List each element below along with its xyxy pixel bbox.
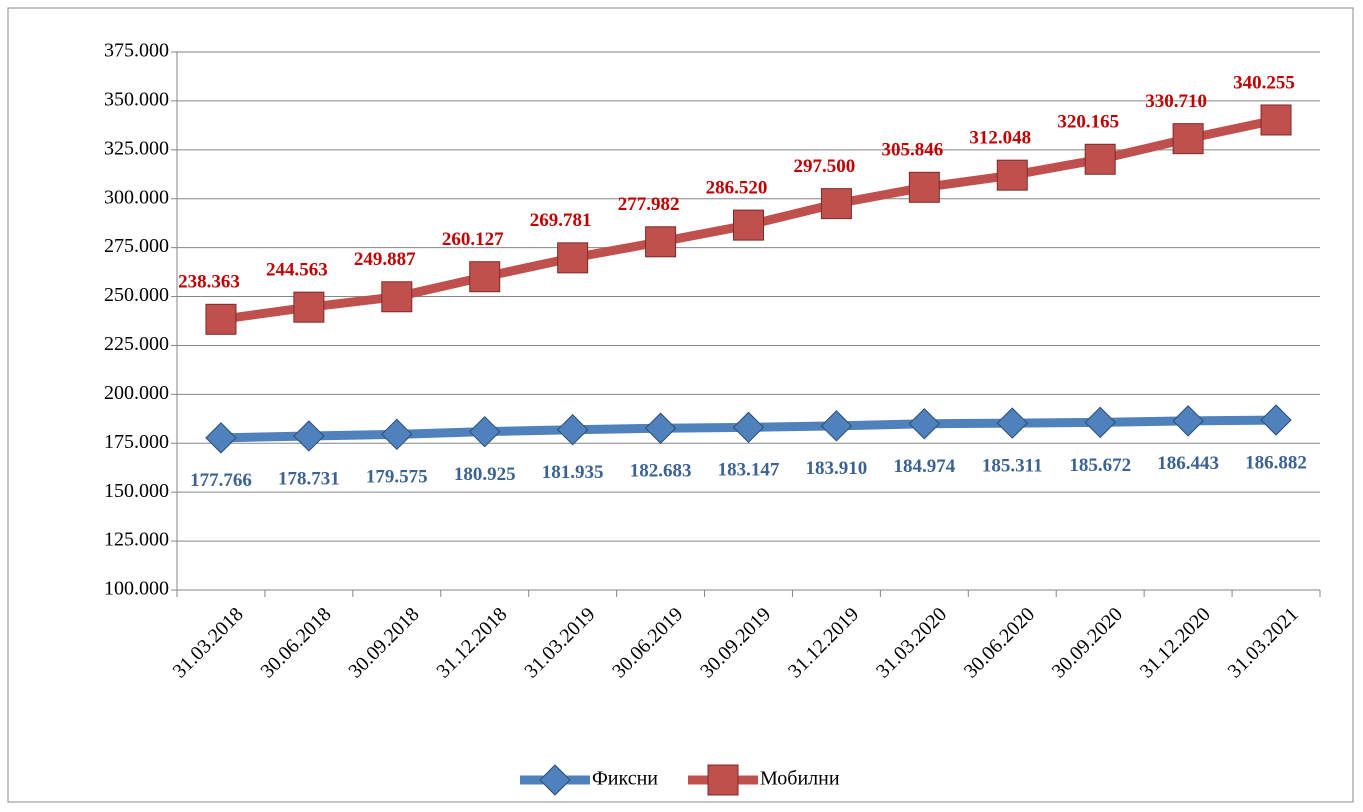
point-marker — [557, 242, 589, 274]
point-marker — [908, 171, 940, 203]
data-label: 185.311 — [982, 455, 1043, 476]
y-tick-label: 150.000 — [104, 480, 169, 502]
legend-label: Мобилни — [760, 768, 840, 790]
point-marker — [908, 408, 941, 440]
data-label: 340.255 — [1233, 72, 1295, 93]
point-marker — [1084, 143, 1116, 175]
point-marker — [996, 159, 1028, 191]
data-label: 312.048 — [969, 128, 1031, 149]
point-marker — [1260, 104, 1292, 136]
data-label: 179.575 — [366, 467, 428, 488]
data-label: 305.846 — [881, 140, 943, 161]
data-label: 182.683 — [630, 461, 692, 482]
y-tick-label: 325.000 — [104, 137, 169, 159]
data-label: 177.766 — [190, 470, 252, 491]
data-label: 277.982 — [618, 194, 680, 215]
data-label: 260.127 — [442, 229, 504, 250]
point-marker — [820, 188, 852, 220]
point-marker — [732, 411, 765, 444]
data-label: 180.925 — [454, 464, 516, 485]
point-marker — [381, 281, 413, 313]
point-marker — [556, 413, 589, 446]
chart-border — [7, 7, 1354, 803]
y-tick-label: 375.000 — [104, 40, 169, 62]
point-marker — [469, 261, 501, 293]
point-marker — [1172, 123, 1204, 155]
data-label: 238.363 — [178, 272, 240, 293]
data-label: 178.731 — [278, 468, 340, 489]
data-label: 244.563 — [266, 260, 328, 281]
point-marker — [205, 303, 237, 335]
point-marker — [820, 410, 853, 442]
point-marker — [205, 422, 237, 454]
point-marker — [293, 420, 325, 452]
data-label: 297.500 — [794, 156, 856, 177]
point-marker — [293, 291, 325, 323]
legend-marker — [707, 764, 739, 796]
data-label: 330.710 — [1145, 91, 1207, 112]
data-label: 249.887 — [354, 249, 416, 270]
data-label: 186.882 — [1245, 452, 1307, 473]
legend-marker — [539, 764, 571, 796]
data-label: 184.974 — [893, 456, 955, 477]
legend-label: Фиксни — [592, 768, 658, 790]
data-label: 183.147 — [718, 460, 780, 481]
point-marker — [469, 415, 501, 448]
data-label: 185.672 — [1069, 455, 1131, 476]
point-marker — [996, 407, 1028, 439]
y-tick-label: 175.000 — [104, 431, 169, 453]
y-tick-label: 250.000 — [104, 284, 169, 306]
point-marker — [1260, 404, 1292, 436]
y-tick-label: 225.000 — [104, 333, 169, 355]
point-marker — [381, 418, 413, 451]
y-tick-label: 275.000 — [104, 235, 169, 257]
data-label: 286.520 — [706, 177, 768, 198]
y-tick-label: 350.000 — [104, 89, 169, 111]
y-tick-label: 200.000 — [104, 382, 169, 404]
point-marker — [1084, 406, 1116, 439]
data-label: 181.935 — [542, 462, 604, 483]
point-marker — [645, 226, 677, 258]
point-marker — [1172, 405, 1204, 437]
data-label: 186.443 — [1157, 453, 1219, 474]
data-label: 320.165 — [1057, 112, 1119, 133]
data-label: 269.781 — [530, 210, 592, 231]
y-tick-label: 100.000 — [104, 578, 169, 600]
y-tick-label: 125.000 — [104, 529, 169, 551]
point-marker — [644, 412, 677, 444]
point-marker — [733, 209, 764, 241]
y-tick-label: 300.000 — [104, 186, 169, 208]
data-label: 183.910 — [806, 458, 868, 479]
